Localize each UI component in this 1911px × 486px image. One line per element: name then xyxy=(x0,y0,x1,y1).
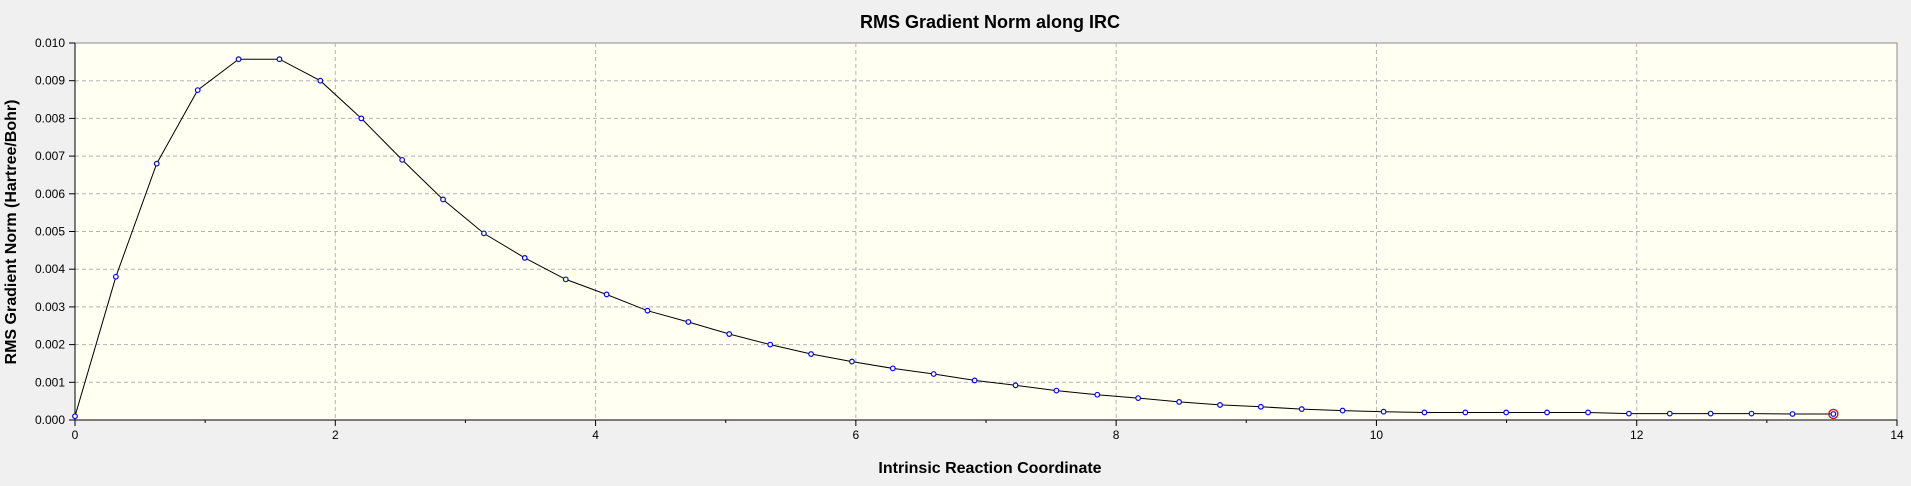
data-point[interactable] xyxy=(685,319,692,325)
data-point[interactable] xyxy=(1748,410,1755,417)
data-point[interactable] xyxy=(1626,410,1632,417)
data-point[interactable] xyxy=(235,56,242,63)
x-axis-label: Intrinsic Reaction Coordinate xyxy=(878,460,1101,477)
y-tick-label: 0.005 xyxy=(35,225,65,239)
series-line xyxy=(74,58,1834,417)
data-point[interactable] xyxy=(1135,395,1142,402)
data-point[interactable] xyxy=(1666,410,1673,417)
y-tick-label: 0.006 xyxy=(35,187,65,201)
data-point[interactable] xyxy=(1380,408,1387,415)
data-point[interactable] xyxy=(358,115,365,122)
grid-lines xyxy=(75,43,1897,420)
y-tick-label: 0.007 xyxy=(35,149,65,163)
data-point[interactable] xyxy=(521,254,528,261)
current-point-marker[interactable] xyxy=(1828,408,1839,420)
x-tick-label: 12 xyxy=(1630,428,1644,442)
data-point[interactable] xyxy=(1217,402,1223,408)
data-point[interactable] xyxy=(1503,409,1510,416)
data-point[interactable] xyxy=(1585,409,1591,416)
y-axis-ticks: 0.000 0.001 0.002 0.003 0.004 0.005 0.006 0.007… xyxy=(35,36,75,427)
data-point[interactable] xyxy=(1012,382,1019,389)
data-point[interactable] xyxy=(644,307,651,314)
y-axis-label: RMS Gradient Norm (Hartree/Bohr) xyxy=(3,100,20,365)
data-point[interactable] xyxy=(1544,409,1550,416)
data-point[interactable] xyxy=(889,365,896,372)
chart-title: RMS Gradient Norm along IRC xyxy=(860,12,1120,32)
data-point[interactable] xyxy=(767,341,774,348)
data-point[interactable] xyxy=(153,160,160,167)
x-tick-label: 4 xyxy=(592,428,599,442)
x-axis-ticks: 0 2 4 6 8 10 12 14 xyxy=(72,420,1904,442)
x-tick-label: 6 xyxy=(853,428,860,442)
data-point[interactable] xyxy=(1707,410,1714,417)
data-point[interactable] xyxy=(603,291,610,298)
data-series xyxy=(72,56,1839,420)
data-point[interactable] xyxy=(1053,387,1060,394)
data-point[interactable] xyxy=(1257,403,1264,410)
x-tick-label: 2 xyxy=(332,428,339,442)
y-tick-label: 0.003 xyxy=(35,300,65,314)
data-point[interactable] xyxy=(808,351,814,357)
y-tick-label: 0.004 xyxy=(35,262,65,276)
data-point[interactable] xyxy=(481,230,487,237)
data-point[interactable] xyxy=(440,196,446,203)
y-tick-label: 0.010 xyxy=(35,36,65,50)
data-point[interactable] xyxy=(1094,391,1101,398)
y-tick-label: 0.009 xyxy=(35,74,65,88)
y-tick-label: 0.002 xyxy=(35,338,65,352)
x-tick-label: 8 xyxy=(1113,428,1120,442)
data-point[interactable] xyxy=(112,273,119,280)
data-point[interactable] xyxy=(849,358,855,365)
data-point[interactable] xyxy=(1462,409,1469,416)
data-point[interactable] xyxy=(194,87,201,94)
data-point[interactable] xyxy=(1176,399,1183,405)
x-tick-label: 14 xyxy=(1890,428,1904,442)
data-point[interactable] xyxy=(930,371,937,377)
data-point[interactable] xyxy=(399,156,406,163)
data-point[interactable] xyxy=(726,331,733,337)
data-point[interactable] xyxy=(1789,411,1796,417)
data-point[interactable] xyxy=(1830,411,1837,417)
data-point[interactable] xyxy=(317,77,324,84)
y-tick-label: 0.000 xyxy=(35,413,65,427)
data-point[interactable] xyxy=(1298,406,1305,412)
data-point[interactable] xyxy=(72,413,78,420)
data-point[interactable] xyxy=(562,276,569,283)
data-point[interactable] xyxy=(1421,409,1428,416)
y-tick-label: 0.001 xyxy=(35,375,65,389)
x-tick-label: 10 xyxy=(1370,428,1384,442)
x-tick-label: 0 xyxy=(72,428,79,442)
data-point[interactable] xyxy=(1339,407,1346,414)
data-point[interactable] xyxy=(276,56,283,63)
data-point[interactable] xyxy=(971,377,978,384)
y-tick-label: 0.008 xyxy=(35,111,65,125)
